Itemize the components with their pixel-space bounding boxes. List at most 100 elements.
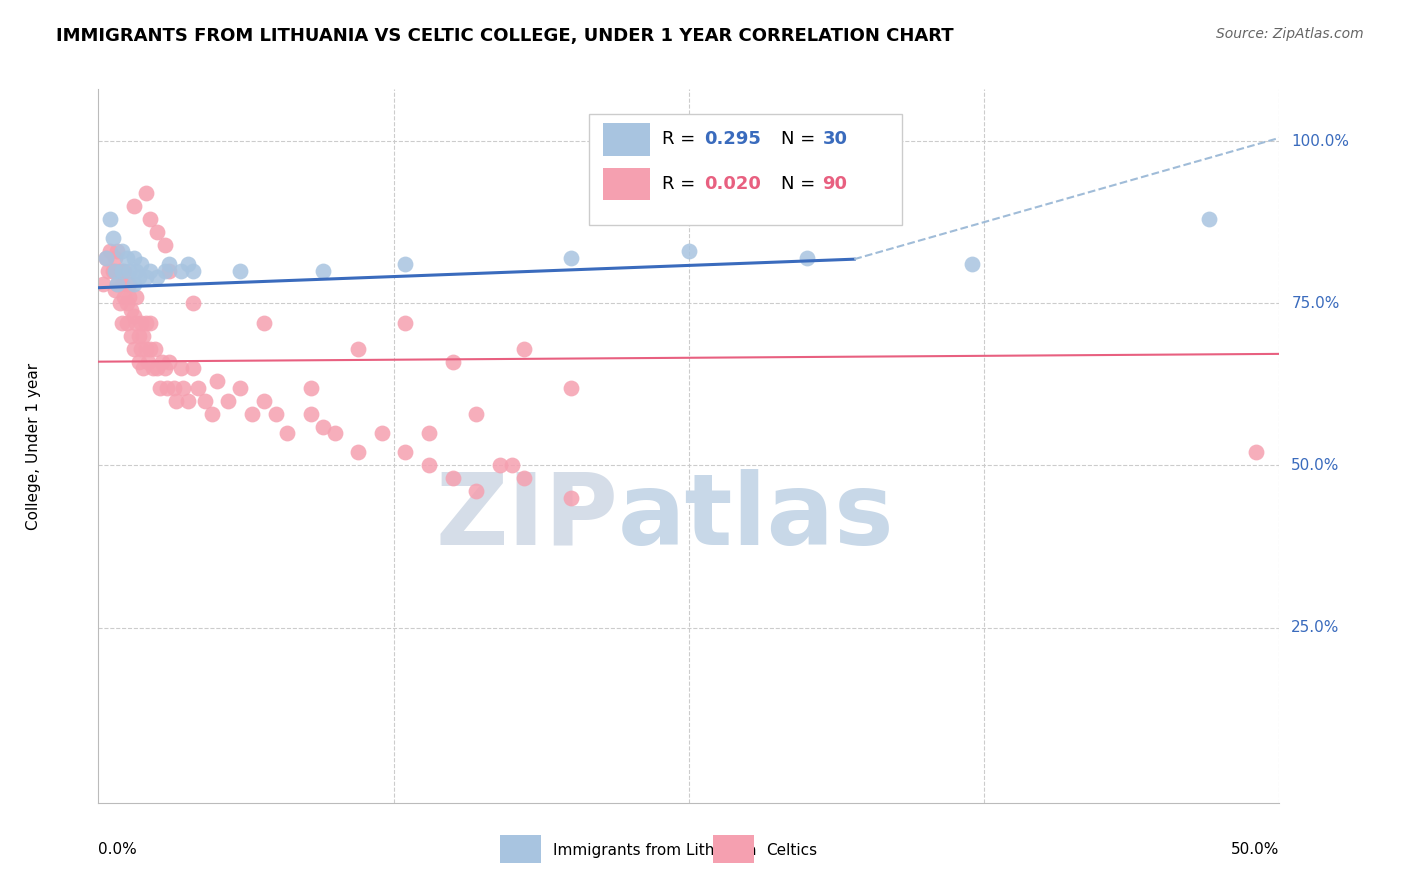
Point	[229, 381, 252, 395]
Point	[139, 211, 162, 226]
Point	[1198, 211, 1220, 226]
Point	[125, 316, 148, 330]
Point	[253, 316, 276, 330]
Point	[94, 251, 117, 265]
Point	[276, 425, 298, 440]
Point	[104, 264, 127, 278]
Point	[122, 199, 145, 213]
Point	[122, 251, 145, 265]
Point	[165, 393, 187, 408]
Point	[98, 244, 121, 259]
Text: N =: N =	[782, 130, 821, 148]
Point	[394, 445, 416, 459]
Point	[135, 316, 157, 330]
Point	[146, 270, 169, 285]
Point	[157, 264, 180, 278]
Point	[150, 354, 173, 368]
Point	[153, 264, 176, 278]
Point	[115, 296, 138, 310]
Point	[129, 342, 152, 356]
Text: R =: R =	[662, 175, 700, 193]
Point	[217, 393, 239, 408]
Point	[143, 342, 166, 356]
Point	[132, 328, 155, 343]
Point	[118, 290, 141, 304]
Point	[142, 361, 165, 376]
Point	[135, 342, 157, 356]
Point	[172, 381, 194, 395]
Point	[264, 407, 287, 421]
Point	[371, 425, 394, 440]
Point	[122, 310, 145, 324]
Point	[118, 264, 141, 278]
Point	[122, 342, 145, 356]
Text: 90: 90	[823, 175, 848, 193]
Point	[441, 354, 464, 368]
Point	[187, 381, 209, 395]
FancyBboxPatch shape	[589, 114, 901, 225]
Point	[323, 425, 346, 440]
Point	[121, 302, 143, 317]
Text: 25.0%: 25.0%	[1291, 620, 1340, 635]
Point	[111, 244, 134, 259]
Point	[128, 270, 150, 285]
Point	[489, 458, 512, 473]
Point	[139, 316, 162, 330]
Point	[128, 328, 150, 343]
Point	[94, 251, 117, 265]
Point	[347, 342, 370, 356]
Point	[347, 445, 370, 459]
Point	[205, 374, 228, 388]
Bar	[603, 123, 650, 155]
Point	[115, 316, 138, 330]
Bar	[603, 168, 650, 200]
Text: 50.0%: 50.0%	[1291, 458, 1340, 473]
Text: 0.020: 0.020	[704, 175, 761, 193]
Point	[678, 244, 700, 259]
Point	[146, 361, 169, 376]
Point	[156, 381, 179, 395]
Point	[418, 425, 440, 440]
Point	[441, 471, 464, 485]
Point	[108, 296, 131, 310]
Point	[177, 257, 200, 271]
Point	[253, 393, 276, 408]
Point	[97, 264, 120, 278]
Point	[112, 290, 135, 304]
Point	[560, 251, 582, 265]
Point	[105, 244, 128, 259]
Point	[177, 393, 200, 408]
Point	[312, 419, 335, 434]
Point	[153, 361, 176, 376]
Point	[91, 277, 114, 291]
Point	[1244, 445, 1267, 459]
Text: 0.0%: 0.0%	[98, 842, 138, 856]
Text: ZIP: ZIP	[436, 469, 619, 566]
Point	[394, 316, 416, 330]
Point	[132, 361, 155, 376]
Point	[181, 361, 204, 376]
Point	[962, 257, 984, 271]
Point	[240, 407, 263, 421]
Point	[194, 393, 217, 408]
Point	[560, 381, 582, 395]
Point	[170, 361, 193, 376]
Point	[139, 342, 162, 356]
Text: N =: N =	[782, 175, 821, 193]
Text: 75.0%: 75.0%	[1291, 296, 1340, 310]
Point	[129, 316, 152, 330]
Text: 50.0%: 50.0%	[1232, 842, 1279, 856]
Point	[181, 296, 204, 310]
Point	[108, 264, 131, 278]
Point	[101, 264, 124, 278]
Point	[121, 328, 143, 343]
Text: Celtics: Celtics	[766, 843, 817, 858]
Point	[136, 354, 159, 368]
Text: Source: ZipAtlas.com: Source: ZipAtlas.com	[1216, 27, 1364, 41]
Point	[796, 251, 818, 265]
Point	[465, 407, 488, 421]
Point	[163, 381, 186, 395]
Point	[181, 264, 204, 278]
Point	[157, 257, 180, 271]
Text: R =: R =	[662, 130, 700, 148]
